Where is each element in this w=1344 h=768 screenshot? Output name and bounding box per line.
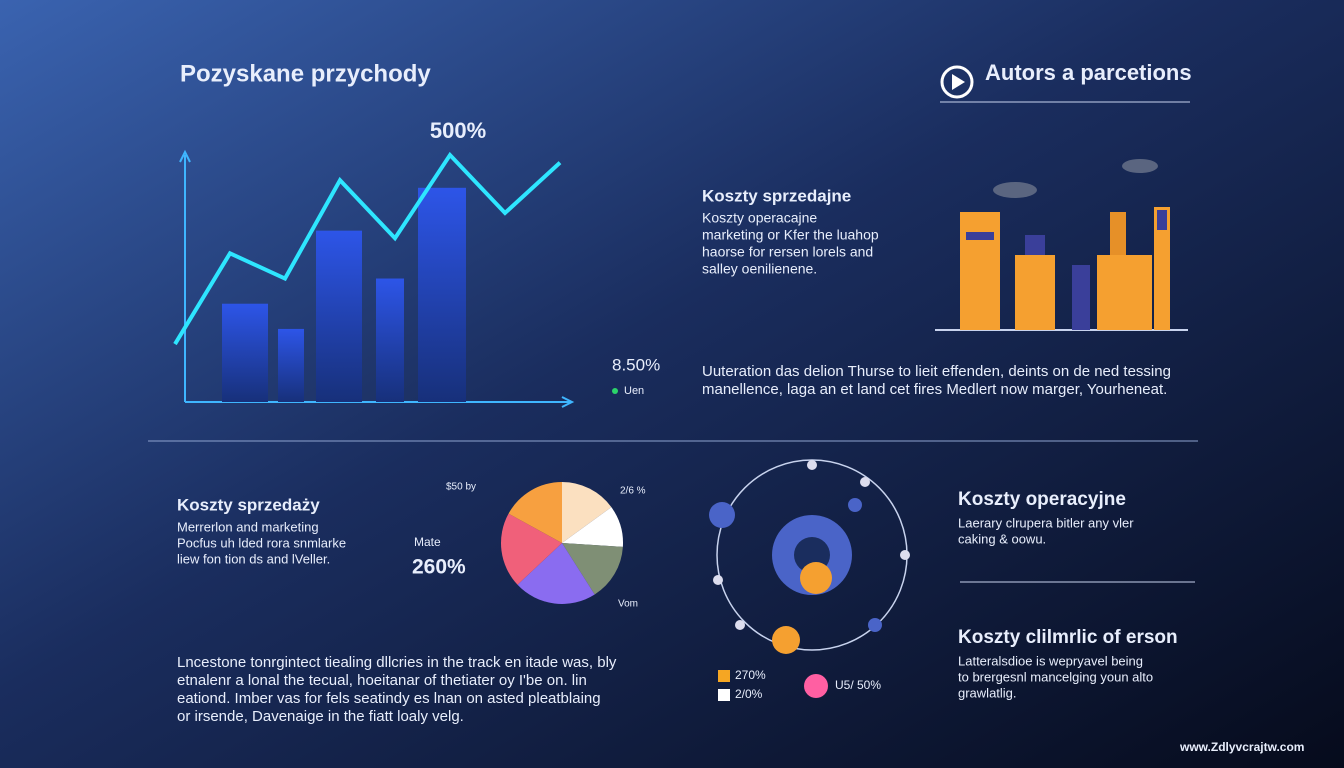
section-text: Koszty operacajne <box>702 210 817 226</box>
factory-illustration <box>935 159 1188 331</box>
pie-slice <box>508 482 562 543</box>
play-icon <box>952 74 965 90</box>
pie-slice <box>562 482 612 543</box>
section-text: liew fon tion ds and lVeller. <box>177 551 330 566</box>
stat-dot <box>612 388 618 394</box>
section-title: Koszty clilmrlic of erson <box>958 627 1178 648</box>
section-text: haorse for rersen lorels and <box>702 244 873 260</box>
bar <box>316 230 362 402</box>
section-text: marketing or Kfer the luahop <box>702 227 879 243</box>
gear-network <box>709 459 910 654</box>
footer: www.Zdlyvcrajtw.com <box>1179 740 1304 754</box>
section-text: manellence, laga an et land cet fires Me… <box>702 381 1167 398</box>
section-text: Lncestone tonrgintect tiealing dllcries … <box>177 654 617 671</box>
legend-label: U5/ 50% <box>835 678 881 692</box>
section-text: eationd. Imber vas for fels seatindy es … <box>177 690 601 707</box>
pie-side-value: 260% <box>412 556 466 579</box>
legend-label: 2/0% <box>735 687 763 701</box>
bar <box>278 328 304 402</box>
section-text: grawlatlig. <box>958 685 1017 700</box>
pie-label: $50 by <box>446 482 476 493</box>
play-icon <box>940 65 974 99</box>
pie-label: 2/6 % <box>620 486 646 497</box>
legend-swatch <box>804 674 828 698</box>
pie-label: Vom <box>618 599 638 610</box>
pie-slice <box>501 513 562 585</box>
section-title: Koszty sprzedajne <box>702 186 851 205</box>
title: Autors a parcetions <box>985 60 1192 85</box>
title: Pozyskane przychody <box>180 60 431 87</box>
section-text: Uuteration das delion Thurse to lieit ef… <box>702 363 1171 380</box>
annotation: 500% <box>430 118 486 143</box>
bar <box>222 303 268 402</box>
section-text: etnalenr a lonal the tecual, hoeitanar o… <box>177 672 587 689</box>
legend-swatch <box>718 689 730 701</box>
bar <box>418 187 466 402</box>
line <box>173 151 562 346</box>
stat-value: 8.50% <box>612 355 660 374</box>
legend-swatch <box>718 670 730 682</box>
section-text: caking & oowu. <box>958 531 1046 546</box>
section-text: or irsende, Davenaige in the fiatt loaly… <box>177 708 464 725</box>
section-text: to brergesnl mancelging youn alto <box>958 669 1153 684</box>
y-axis <box>179 149 191 402</box>
section-text: salley oenilienene. <box>702 261 817 277</box>
section-title: Koszty sprzedaży <box>177 495 320 514</box>
section-title: Koszty operacyjne <box>958 489 1126 510</box>
pie-slice <box>517 543 595 605</box>
section-text: Merrerlon and marketing <box>177 519 319 534</box>
section-text: Latteralsdioe is wepryavel being <box>958 653 1143 668</box>
section-text: Pocfus uh lded rora snmlarke <box>177 535 346 550</box>
pie-side-label: Mate <box>414 535 441 549</box>
section-text: Laerary clrupera bitler any vler <box>958 515 1134 530</box>
pie-slice <box>562 543 623 595</box>
pie-slice <box>562 507 623 547</box>
stat-caption: Uen <box>624 385 644 397</box>
bar <box>376 278 404 402</box>
legend-label: 270% <box>735 668 766 682</box>
